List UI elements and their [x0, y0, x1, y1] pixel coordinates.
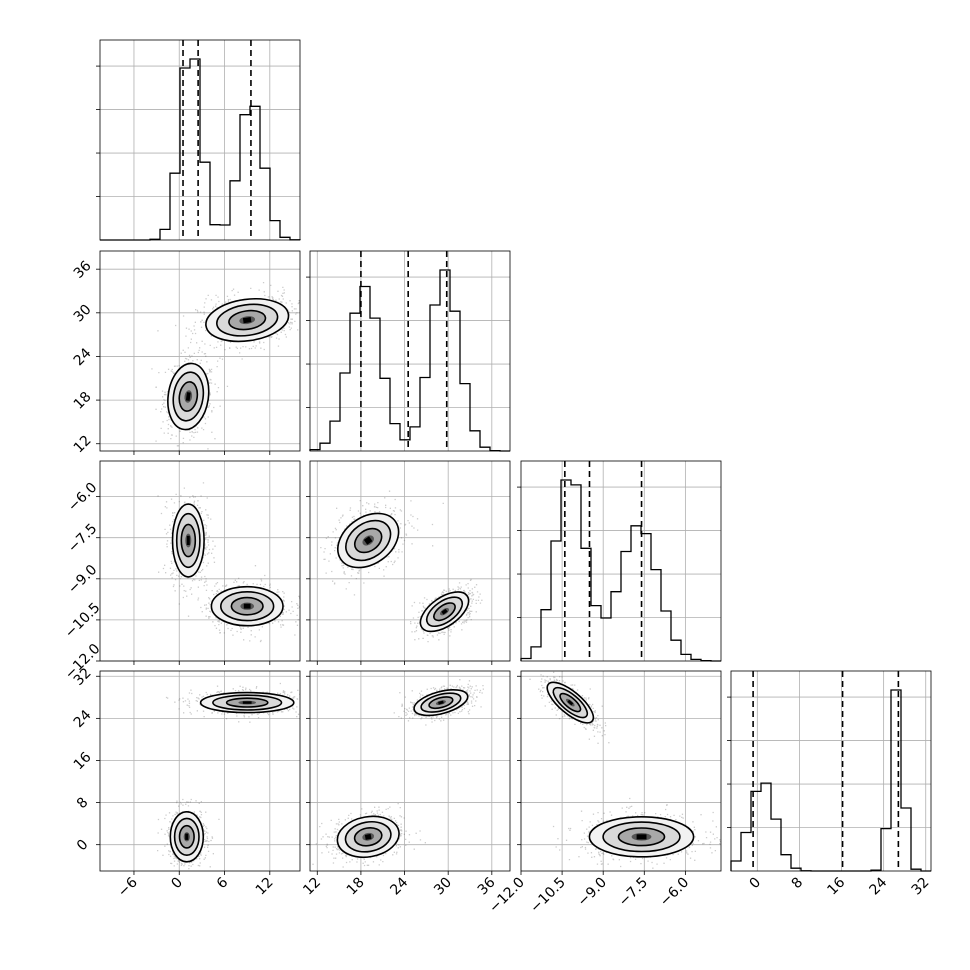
contour-group-1 — [169, 810, 205, 863]
xtick-label-0-1: 0 — [168, 875, 186, 893]
contour-group-1 — [210, 585, 284, 627]
histogram-0 — [100, 58, 301, 241]
xtick-label-2-3: −7.5 — [616, 875, 651, 910]
histogram-1 — [309, 269, 510, 452]
density-peak — [363, 536, 373, 545]
density-peak — [186, 535, 190, 545]
ytick-label-2-4: −6.0 — [65, 480, 100, 515]
ytick-label-3-0: 0 — [74, 837, 92, 855]
density-peak — [242, 316, 252, 324]
density-peak — [636, 834, 647, 840]
ytick-label-2-2: −9.0 — [65, 562, 100, 597]
xtick-label-0-2: 6 — [214, 874, 232, 892]
density-peak — [364, 833, 372, 840]
hist-frame-3 — [730, 670, 932, 872]
ytick-label-1-4: 36 — [71, 258, 95, 282]
density-panel-3-0 — [96, 670, 301, 875]
xtick-label-1-3: 30 — [431, 875, 455, 899]
ytick-label-1-1: 18 — [71, 389, 95, 413]
density-content — [312, 679, 484, 868]
ytick-label-1-2: 24 — [71, 345, 95, 369]
contour-group-1 — [419, 591, 470, 633]
xtick-label-2-4: −6.0 — [657, 875, 692, 910]
xtick-label-3-4: 32 — [909, 875, 933, 899]
xtick-label-3-1: 8 — [789, 875, 807, 893]
hist-frame-0 — [99, 39, 301, 241]
ytick-label-3-2: 16 — [71, 749, 95, 773]
ytick-label-1-0: 12 — [71, 432, 95, 456]
contour-group-0 — [546, 681, 595, 724]
contour-group-0 — [413, 688, 469, 717]
density-peak — [185, 392, 191, 401]
density-content — [320, 490, 483, 643]
xtick-label-2-1: −10.5 — [527, 875, 569, 917]
xtick-label-2-2: −9.0 — [575, 875, 610, 910]
ytick-label-2-1: −10.5 — [62, 600, 104, 642]
hist-panel-1 — [306, 250, 511, 452]
density-bg — [310, 461, 510, 661]
xtick-label-0-0: −6 — [115, 874, 141, 900]
contour-group-0 — [171, 503, 205, 578]
contour-group-1 — [336, 815, 400, 859]
xtick-label-3-3: 24 — [867, 874, 891, 898]
hist-frame-2 — [520, 460, 722, 662]
density-frame — [520, 670, 722, 872]
contour-group-0 — [337, 512, 400, 569]
xtick-label-0-3: 12 — [253, 875, 277, 899]
density-panel-2-0 — [96, 460, 301, 665]
density-frame — [99, 250, 301, 452]
density-panel-3-2 — [517, 670, 722, 875]
histogram-2 — [520, 479, 721, 662]
xtick-label-1-2: 24 — [387, 874, 411, 898]
contour-group-1 — [588, 815, 695, 858]
density-peak — [441, 608, 448, 615]
density-panel-3-1 — [306, 670, 511, 875]
density-content — [151, 281, 300, 451]
contour-group-0 — [199, 691, 295, 714]
density-panel-2-1 — [306, 460, 511, 665]
hist-panel-3 — [727, 670, 932, 872]
density-frame — [309, 460, 511, 662]
density-peak — [567, 699, 574, 706]
density-peak — [242, 701, 252, 704]
density-peak — [243, 603, 251, 609]
hist-panel-0 — [96, 39, 301, 241]
density-frame — [309, 670, 511, 872]
contour-group-0 — [167, 362, 210, 431]
xtick-label-1-1: 18 — [344, 875, 368, 899]
density-content — [529, 671, 721, 869]
density-frame — [99, 670, 301, 872]
contour-group-1 — [205, 297, 290, 343]
hist-frame-1 — [309, 250, 511, 452]
hist-bg-1 — [310, 251, 510, 451]
xtick-label-1-0: 12 — [300, 875, 324, 899]
ytick-label-3-3: 24 — [71, 707, 95, 731]
xtick-label-3-0: 0 — [747, 875, 765, 893]
density-peak — [185, 833, 189, 840]
ytick-label-1-3: 30 — [71, 302, 95, 326]
ytick-label-2-3: −7.5 — [65, 521, 100, 556]
density-frame — [99, 460, 301, 662]
density-content — [157, 682, 300, 871]
xtick-label-3-2: 16 — [824, 874, 848, 898]
ytick-label-3-1: 8 — [74, 794, 92, 812]
density-peak — [438, 700, 444, 705]
density-panel-1-0 — [96, 250, 301, 455]
density-content — [157, 482, 300, 643]
hist-panel-2 — [517, 460, 722, 662]
